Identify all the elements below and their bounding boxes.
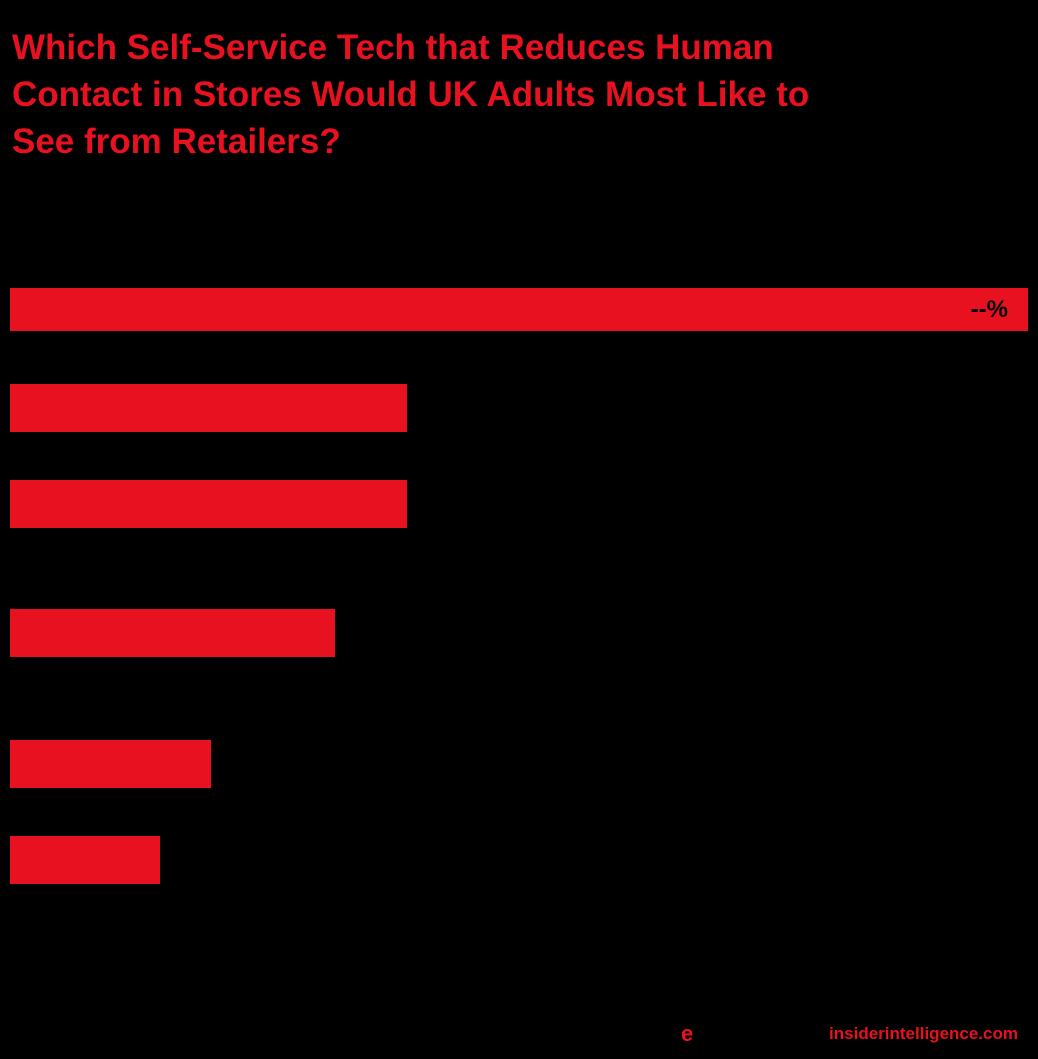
insider-intelligence-url: insiderintelligence.com xyxy=(829,1024,1018,1043)
bar-plot-area: --% xyxy=(10,0,1028,1059)
bar-value-label: --% xyxy=(970,295,1008,323)
bar-2 xyxy=(10,384,408,432)
bar-1: --% xyxy=(10,288,1028,331)
chart-title: Which Self-Service Tech that Reduces Hum… xyxy=(12,24,1002,165)
chart-title-line-2: Contact in Stores Would UK Adults Most L… xyxy=(12,75,810,114)
bar-4 xyxy=(10,609,335,657)
emarketer-logo-e: e xyxy=(681,1021,694,1046)
bar-5 xyxy=(10,740,211,788)
chart-title-line-3: See from Retailers? xyxy=(12,122,341,161)
bar-3 xyxy=(10,480,408,528)
chart-title-line-1: Which Self-Service Tech that Reduces Hum… xyxy=(12,28,774,67)
bar-6 xyxy=(10,836,160,884)
chart-footer: e insiderintelligence.com xyxy=(0,1021,1038,1045)
